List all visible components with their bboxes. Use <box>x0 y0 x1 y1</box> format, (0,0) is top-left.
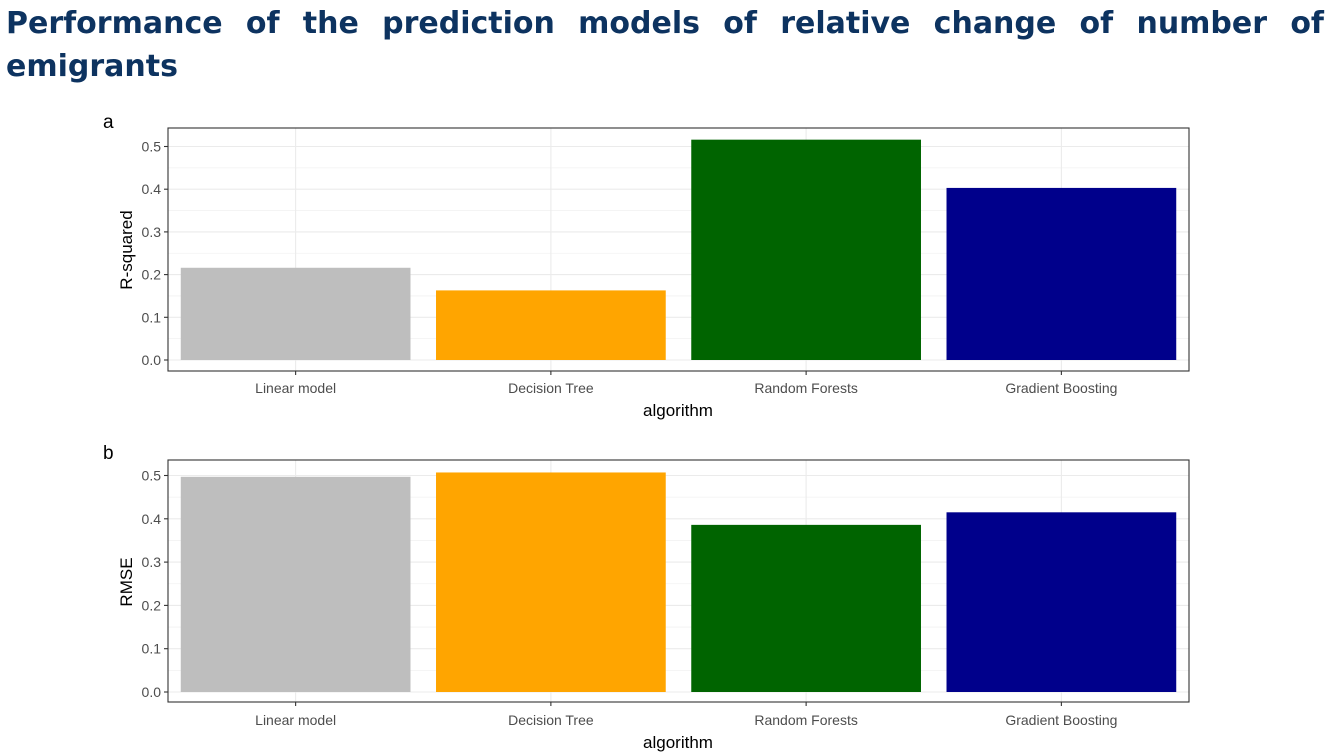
panel-b-x-tick-label: Linear model <box>255 712 336 728</box>
panel-b-y-tick-label: 0.5 <box>142 468 162 484</box>
panel-b-y-tick-label: 0.0 <box>142 684 162 700</box>
panel-b-bar-linear-model <box>180 476 411 692</box>
panel-a-y-tick-label: 0.2 <box>142 267 162 283</box>
panel-a-x-tick-label: Decision Tree <box>508 380 594 396</box>
panel-b-x-tick-label: Gradient Boosting <box>1005 712 1117 728</box>
panel-a-x-tick-label: Random Forests <box>754 380 857 396</box>
panel-a-y-tick-label: 0.1 <box>142 309 162 325</box>
panel-a-x-tick-label: Linear model <box>255 380 336 396</box>
panel-a-bars <box>180 139 1177 360</box>
panel-b-y-tick-label: 0.2 <box>142 597 162 613</box>
panel-b-x-tick-label: Decision Tree <box>508 712 594 728</box>
panel-b-frame <box>167 459 1190 703</box>
panel-a-bar-gradient-boosting <box>946 187 1177 360</box>
panel-a-y-tick-label: 0.3 <box>142 224 162 240</box>
panel-a-bar-random-forests <box>691 139 921 360</box>
panel-b-y-tick-label: 0.1 <box>142 641 162 657</box>
panel-a-y-ticks: 0.0 0.1 0.2 0.3 0.4 0.5 <box>142 139 168 368</box>
panel-a-frame <box>167 127 1190 372</box>
panel-a-tag: a <box>103 112 114 133</box>
panel-a-x-ticks: Linear model Decision Tree Random Forests G… <box>255 371 1117 396</box>
panel-b-bar-random-forests <box>691 524 921 692</box>
panel-a-x-axis-title: algorithm <box>643 401 713 420</box>
panel-b-x-tick-label: Random Forests <box>754 712 857 728</box>
panel-b-bar-decision-tree <box>436 472 666 692</box>
panel-b-tag: b <box>103 443 114 464</box>
panel-a-y-axis-title: R-squared <box>117 210 136 289</box>
panel-a-y-tick-label: 0.5 <box>142 139 162 155</box>
panel-b-bar-gradient-boosting <box>946 512 1177 692</box>
panel-a-x-tick-label: Gradient Boosting <box>1005 380 1117 396</box>
panel-b-chart: b 0.0 0.1 0.2 0.3 0.4 0.5 Linear model Decisio… <box>103 443 1190 752</box>
panel-b-y-ticks: 0.0 0.1 0.2 0.3 0.4 0.5 <box>142 468 168 700</box>
panel-b-x-axis-title: algorithm <box>643 733 713 752</box>
panel-a-bar-linear-model <box>180 267 411 360</box>
panel-a-y-tick-label: 0.4 <box>142 181 162 197</box>
panel-b-y-tick-label: 0.4 <box>142 511 162 527</box>
panel-a-bar-decision-tree <box>436 290 666 360</box>
panel-b-x-ticks: Linear model Decision Tree Random Forests G… <box>255 702 1117 728</box>
panel-b-bars <box>180 472 1177 692</box>
panel-a-y-tick-label: 0.0 <box>142 352 162 368</box>
panel-b-border <box>167 459 1190 703</box>
panel-b-y-axis-title: RMSE <box>117 557 136 606</box>
panel-a-border <box>167 127 1190 372</box>
panel-b-y-tick-label: 0.3 <box>142 554 162 570</box>
page-title: Performance of the prediction models of … <box>6 6 1324 84</box>
panel-a-chart: a 0.0 0.1 0.2 0.3 0.4 0.5 Linear model Decisio… <box>103 112 1190 420</box>
